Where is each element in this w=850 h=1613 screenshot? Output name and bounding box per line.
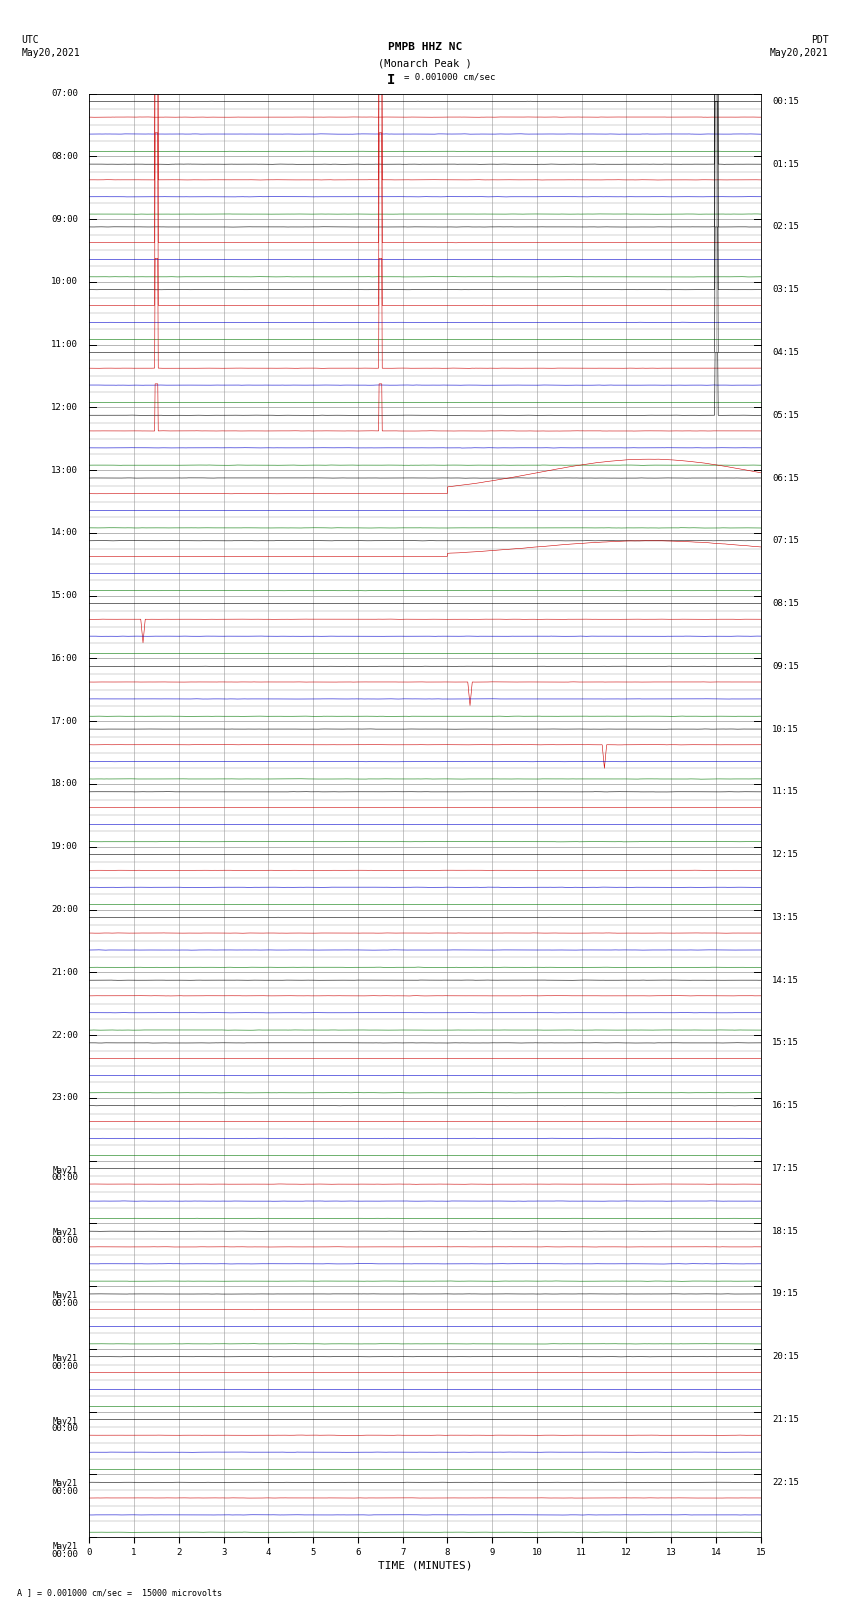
Text: 03:15: 03:15 <box>772 286 799 294</box>
Text: PMPB HHZ NC: PMPB HHZ NC <box>388 42 462 52</box>
Text: 00:00: 00:00 <box>51 1550 78 1558</box>
Text: 00:15: 00:15 <box>772 97 799 106</box>
Text: 00:00: 00:00 <box>51 1487 78 1497</box>
Text: 09:00: 09:00 <box>51 215 78 224</box>
Text: 21:00: 21:00 <box>51 968 78 977</box>
Text: 13:15: 13:15 <box>772 913 799 923</box>
Text: 15:00: 15:00 <box>51 592 78 600</box>
Text: May21: May21 <box>53 1290 78 1300</box>
Text: 02:15: 02:15 <box>772 223 799 231</box>
Text: 04:15: 04:15 <box>772 348 799 356</box>
Text: 19:00: 19:00 <box>51 842 78 852</box>
Text: PDT: PDT <box>811 35 829 45</box>
Text: May21: May21 <box>53 1227 78 1237</box>
Text: 08:00: 08:00 <box>51 152 78 161</box>
Text: 01:15: 01:15 <box>772 160 799 169</box>
Text: 20:15: 20:15 <box>772 1352 799 1361</box>
Text: 23:00: 23:00 <box>51 1094 78 1102</box>
Text: 21:15: 21:15 <box>772 1415 799 1424</box>
Text: 12:15: 12:15 <box>772 850 799 860</box>
Text: 18:15: 18:15 <box>772 1227 799 1236</box>
Text: 11:00: 11:00 <box>51 340 78 348</box>
Text: 17:00: 17:00 <box>51 716 78 726</box>
Text: A ] = 0.001000 cm/sec =  15000 microvolts: A ] = 0.001000 cm/sec = 15000 microvolts <box>17 1587 222 1597</box>
Text: 15:15: 15:15 <box>772 1039 799 1047</box>
Text: May20,2021: May20,2021 <box>770 48 829 58</box>
Text: May21: May21 <box>53 1416 78 1426</box>
Text: May21: May21 <box>53 1479 78 1489</box>
Text: 07:15: 07:15 <box>772 536 799 545</box>
Text: 14:00: 14:00 <box>51 529 78 537</box>
Text: 05:15: 05:15 <box>772 411 799 419</box>
Text: 06:15: 06:15 <box>772 474 799 482</box>
Text: 00:00: 00:00 <box>51 1173 78 1182</box>
Text: 22:00: 22:00 <box>51 1031 78 1039</box>
Text: 16:00: 16:00 <box>51 653 78 663</box>
Text: May20,2021: May20,2021 <box>21 48 80 58</box>
Text: I: I <box>387 73 395 87</box>
Text: 12:00: 12:00 <box>51 403 78 411</box>
Text: 17:15: 17:15 <box>772 1165 799 1173</box>
Text: 20:00: 20:00 <box>51 905 78 915</box>
Text: 19:15: 19:15 <box>772 1289 799 1298</box>
Text: 14:15: 14:15 <box>772 976 799 984</box>
Text: 10:15: 10:15 <box>772 724 799 734</box>
Text: May21: May21 <box>53 1353 78 1363</box>
Text: 10:00: 10:00 <box>51 277 78 287</box>
Text: UTC: UTC <box>21 35 39 45</box>
Text: 07:00: 07:00 <box>51 89 78 98</box>
Text: 08:15: 08:15 <box>772 598 799 608</box>
Text: 13:00: 13:00 <box>51 466 78 474</box>
Text: 16:15: 16:15 <box>772 1102 799 1110</box>
Text: 11:15: 11:15 <box>772 787 799 797</box>
X-axis label: TIME (MINUTES): TIME (MINUTES) <box>377 1561 473 1571</box>
Text: 18:00: 18:00 <box>51 779 78 789</box>
Text: 22:15: 22:15 <box>772 1478 799 1487</box>
Text: 00:00: 00:00 <box>51 1298 78 1308</box>
Text: 00:00: 00:00 <box>51 1236 78 1245</box>
Text: (Monarch Peak ): (Monarch Peak ) <box>378 58 472 68</box>
Text: May21: May21 <box>53 1166 78 1174</box>
Text: = 0.001000 cm/sec: = 0.001000 cm/sec <box>404 73 495 82</box>
Text: 09:15: 09:15 <box>772 661 799 671</box>
Text: May21: May21 <box>53 1542 78 1552</box>
Text: 00:00: 00:00 <box>51 1424 78 1434</box>
Text: 00:00: 00:00 <box>51 1361 78 1371</box>
